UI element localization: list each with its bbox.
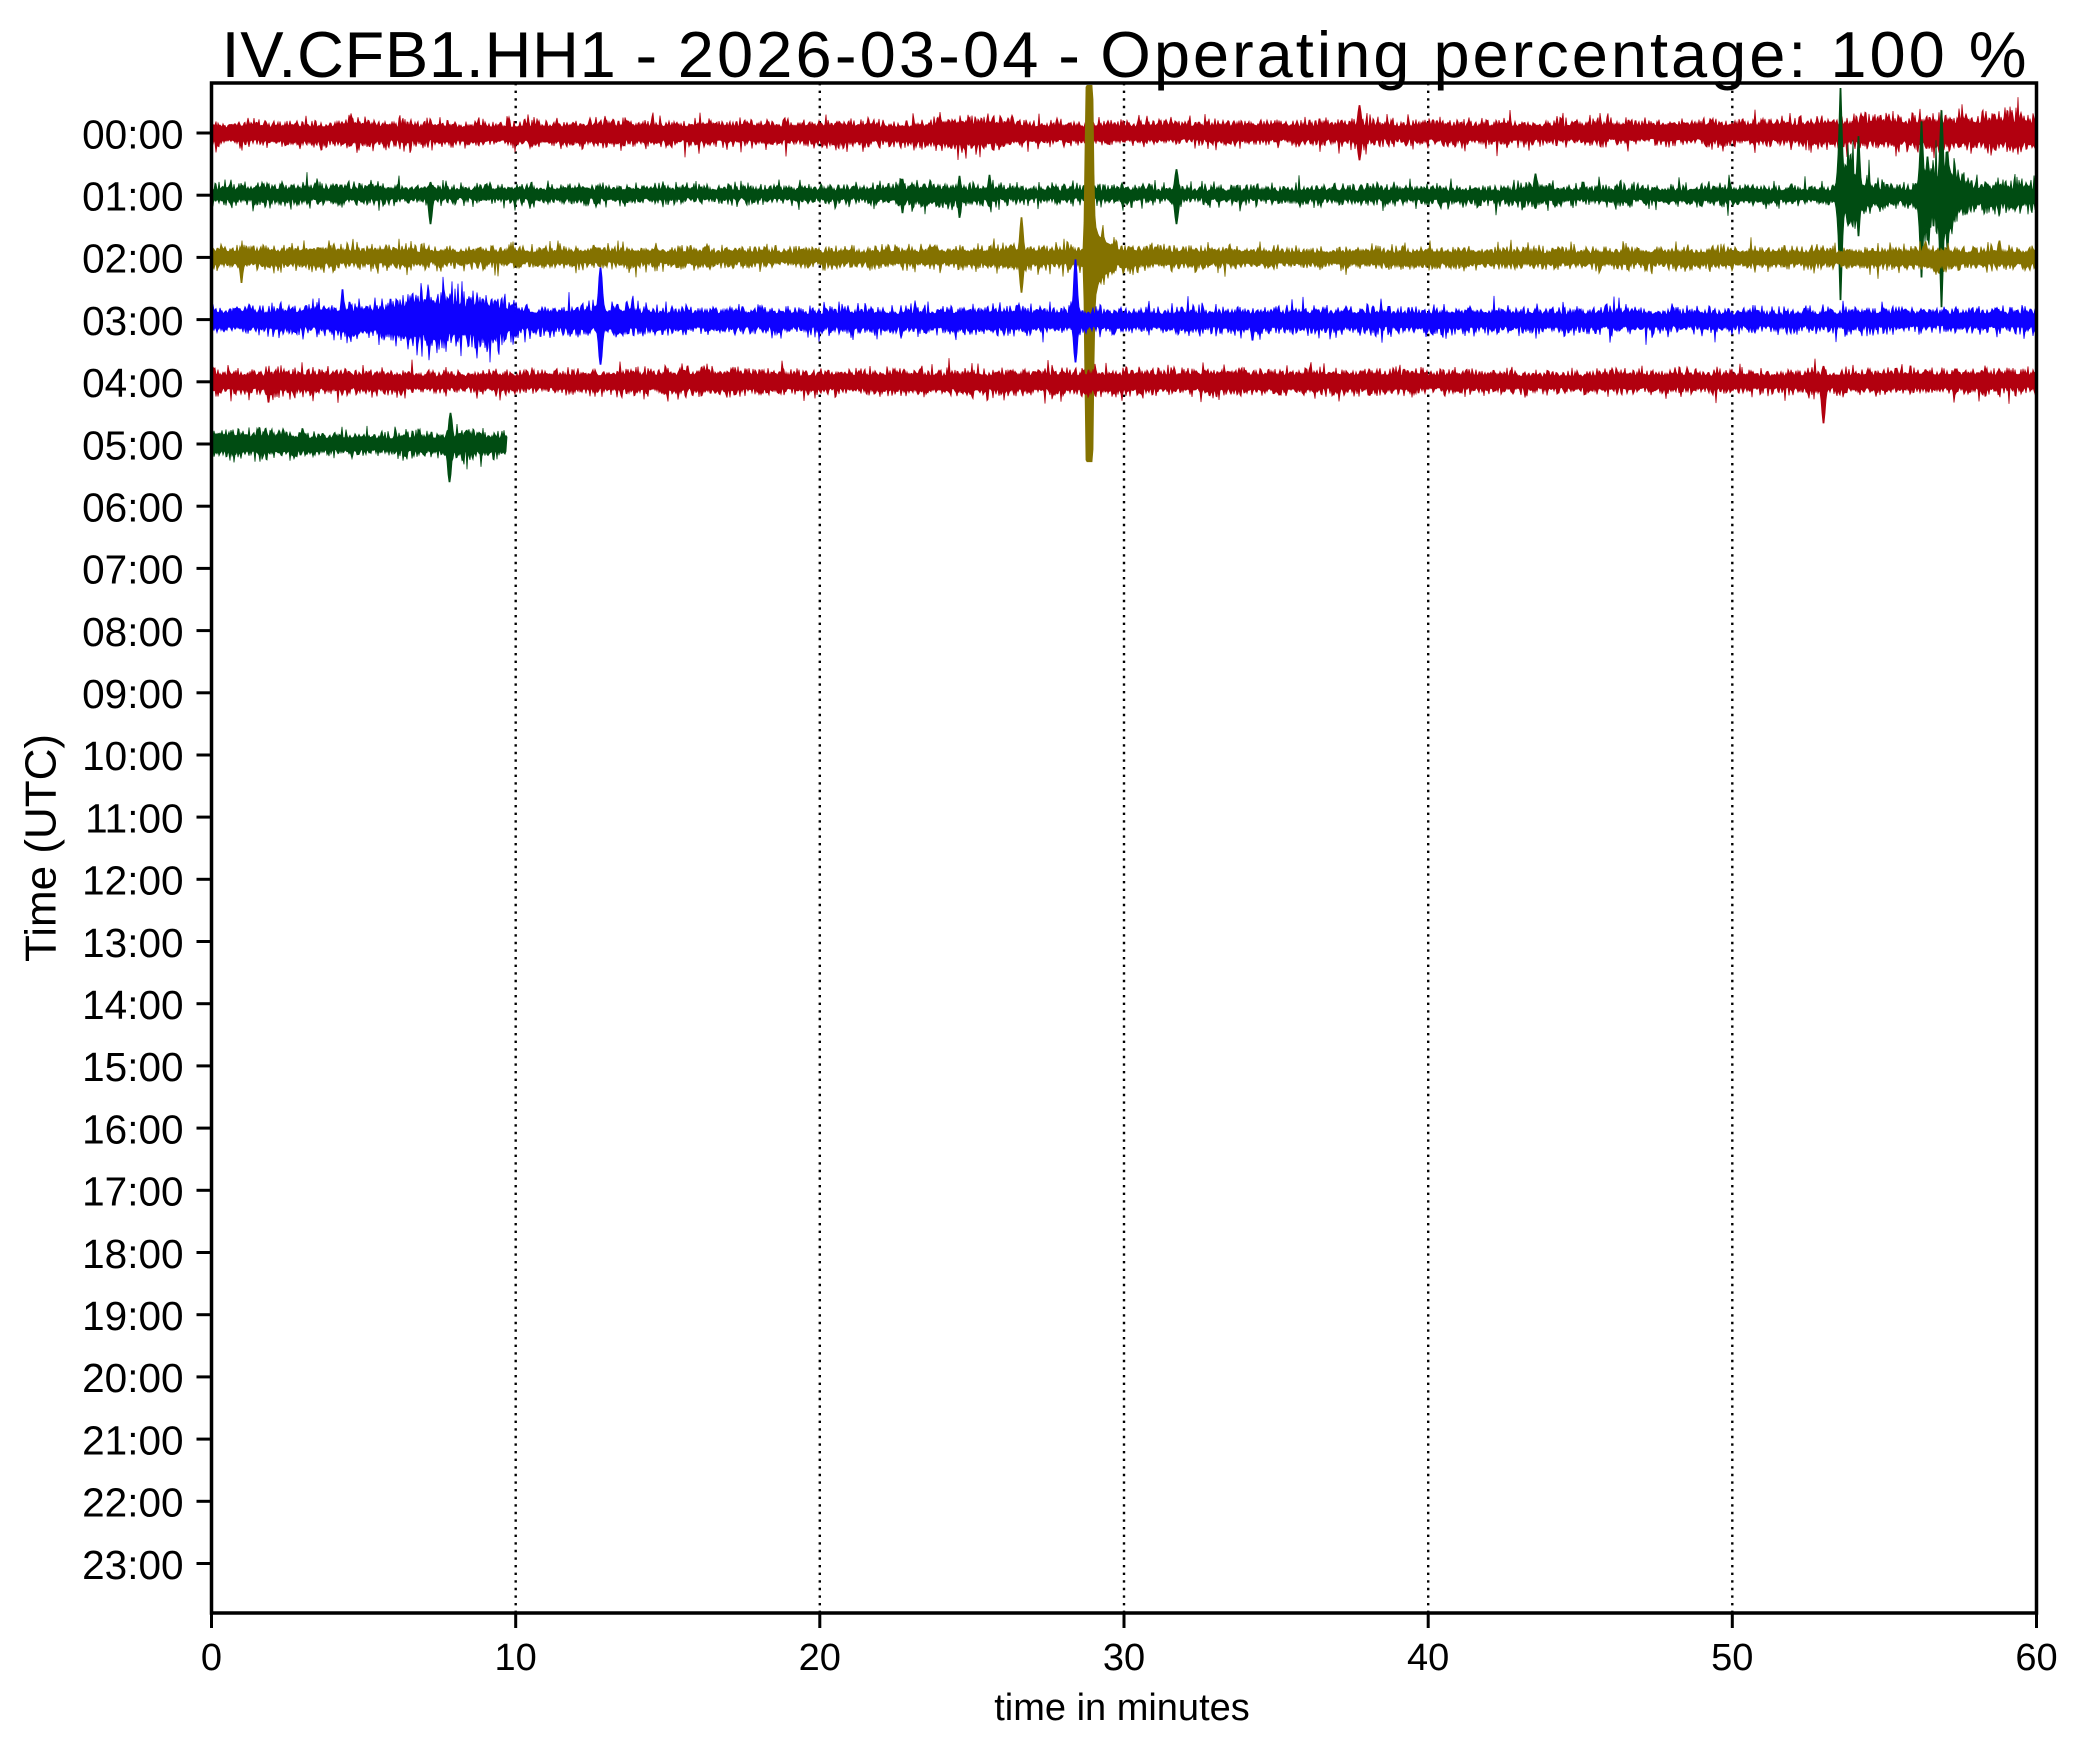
svg-text:-: - <box>636 18 658 91</box>
svg-text:05:00: 05:00 <box>82 422 183 468</box>
svg-text:12:00: 12:00 <box>82 858 183 904</box>
svg-text:40: 40 <box>1407 1637 1449 1679</box>
svg-text:time in minutes: time in minutes <box>994 1687 1250 1729</box>
svg-text:02:00: 02:00 <box>82 236 183 282</box>
svg-text:Operating percentage: 100 %: Operating percentage: 100 % <box>1100 18 2026 91</box>
svg-text:-: - <box>1058 18 1080 91</box>
svg-text:21:00: 21:00 <box>82 1417 183 1463</box>
svg-text:22:00: 22:00 <box>82 1480 183 1526</box>
svg-text:03:00: 03:00 <box>82 298 183 344</box>
svg-text:17:00: 17:00 <box>82 1169 183 1215</box>
svg-text:20: 20 <box>799 1637 841 1679</box>
svg-text:10: 10 <box>495 1637 537 1679</box>
svg-text:14:00: 14:00 <box>82 982 183 1028</box>
svg-text:07:00: 07:00 <box>82 547 183 593</box>
svg-text:18:00: 18:00 <box>82 1231 183 1277</box>
svg-text:04:00: 04:00 <box>82 360 183 406</box>
svg-text:11:00: 11:00 <box>85 795 183 841</box>
svg-text:Time (UTC): Time (UTC) <box>17 734 66 962</box>
svg-text:00:00: 00:00 <box>82 111 183 157</box>
svg-text:09:00: 09:00 <box>82 671 183 717</box>
svg-text:10:00: 10:00 <box>82 733 183 779</box>
svg-text:06:00: 06:00 <box>82 485 183 531</box>
svg-text:01:00: 01:00 <box>82 174 183 220</box>
svg-text:23:00: 23:00 <box>82 1542 183 1588</box>
svg-text:60: 60 <box>2015 1637 2057 1679</box>
svg-text:30: 30 <box>1103 1637 1145 1679</box>
svg-text:08:00: 08:00 <box>82 609 183 655</box>
svg-text:20:00: 20:00 <box>82 1355 183 1401</box>
svg-text:0: 0 <box>201 1637 222 1679</box>
svg-text:19:00: 19:00 <box>82 1293 183 1339</box>
svg-text:16:00: 16:00 <box>82 1106 183 1152</box>
svg-text:IV.CFB1.HH1: IV.CFB1.HH1 <box>222 18 616 91</box>
svg-text:50: 50 <box>1711 1637 1753 1679</box>
svg-text:13:00: 13:00 <box>82 920 183 966</box>
svg-text:15:00: 15:00 <box>82 1044 183 1090</box>
